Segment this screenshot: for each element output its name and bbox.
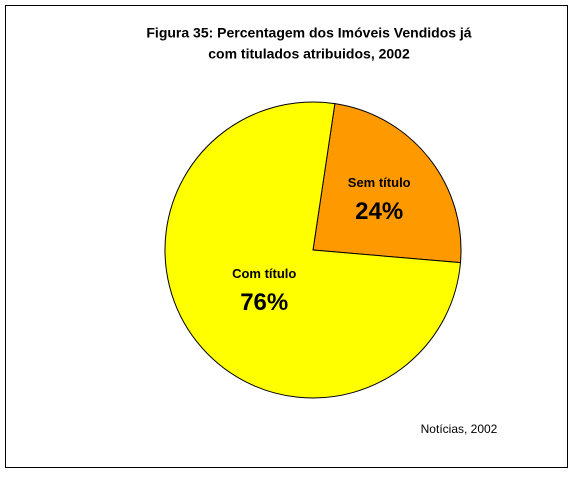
data-label: 24% xyxy=(355,198,403,225)
pie-slice xyxy=(312,103,462,264)
slice-label: Com título xyxy=(232,266,296,281)
chart-title: com titulados atribuidos, 2002 xyxy=(208,46,410,62)
data-label: 76% xyxy=(240,289,288,316)
annotation: Notícias, 2002 xyxy=(421,422,498,436)
slice-label: Sem título xyxy=(348,175,411,190)
pie-slice xyxy=(164,101,462,399)
chart-title: Figura 35: Percentagem dos Imóveis Vendi… xyxy=(146,25,471,41)
